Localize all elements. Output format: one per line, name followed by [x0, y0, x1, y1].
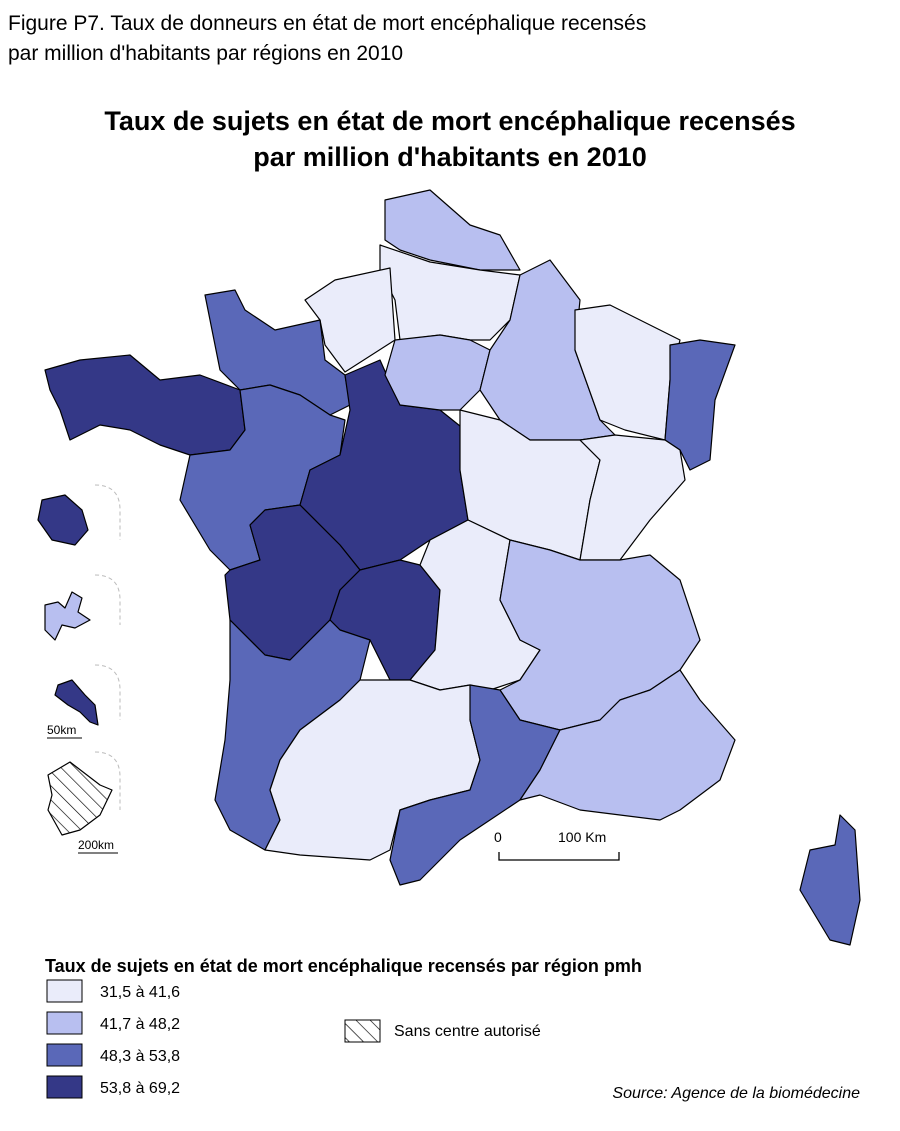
region [664, 339, 736, 471]
legend-label: Sans centre autorisé [394, 1023, 541, 1040]
scale-label: 50km [47, 723, 76, 737]
inset-frame [94, 574, 121, 625]
region [304, 267, 396, 373]
legend-label: 53,8 à 69,2 [100, 1080, 180, 1097]
figure-title: par million d'habitants par régions en 2… [8, 42, 403, 65]
scale-bar [498, 852, 620, 861]
source: Source: Agence de la biomédecine [612, 1085, 860, 1102]
region [384, 189, 521, 271]
legend-swatch [46, 1075, 83, 1099]
legend-title: Taux de sujets en état de mort encéphali… [45, 956, 642, 976]
inset-frame [94, 751, 121, 810]
region [44, 354, 246, 456]
region [519, 669, 736, 821]
map: 50km 200km [37, 189, 861, 946]
region [384, 334, 491, 411]
region [799, 814, 861, 946]
legend-swatch [46, 1011, 83, 1035]
legend-label: 41,7 à 48,2 [100, 1016, 180, 1033]
region [389, 684, 561, 886]
legend: 31,5 à 41,6 41,7 à 48,2 48,3 à 53,8 53,8 à … [46, 979, 180, 1099]
legend-swatch [46, 1043, 83, 1067]
map-title: Taux de sujets en état de mort encéphali… [104, 106, 795, 136]
scale-label: 200km [78, 838, 114, 852]
legend-label: 48,3 à 53,8 [100, 1048, 180, 1065]
map-title: par million d'habitants en 2010 [253, 142, 647, 172]
inset-frame [94, 484, 121, 540]
scale-label: 0 [494, 829, 502, 845]
legend-label: 31,5 à 41,6 [100, 984, 180, 1001]
legend-swatch [46, 979, 83, 1003]
inset-frame [94, 664, 121, 720]
region [379, 244, 521, 341]
region [37, 494, 89, 546]
figure-title: Figure P7. Taux de donneurs en état de m… [8, 12, 646, 35]
legend-swatch [344, 1019, 381, 1043]
region [44, 591, 91, 641]
region-hatched [47, 761, 113, 836]
region [54, 679, 99, 726]
region [579, 434, 686, 561]
scale-label: 100 Km [558, 829, 606, 845]
